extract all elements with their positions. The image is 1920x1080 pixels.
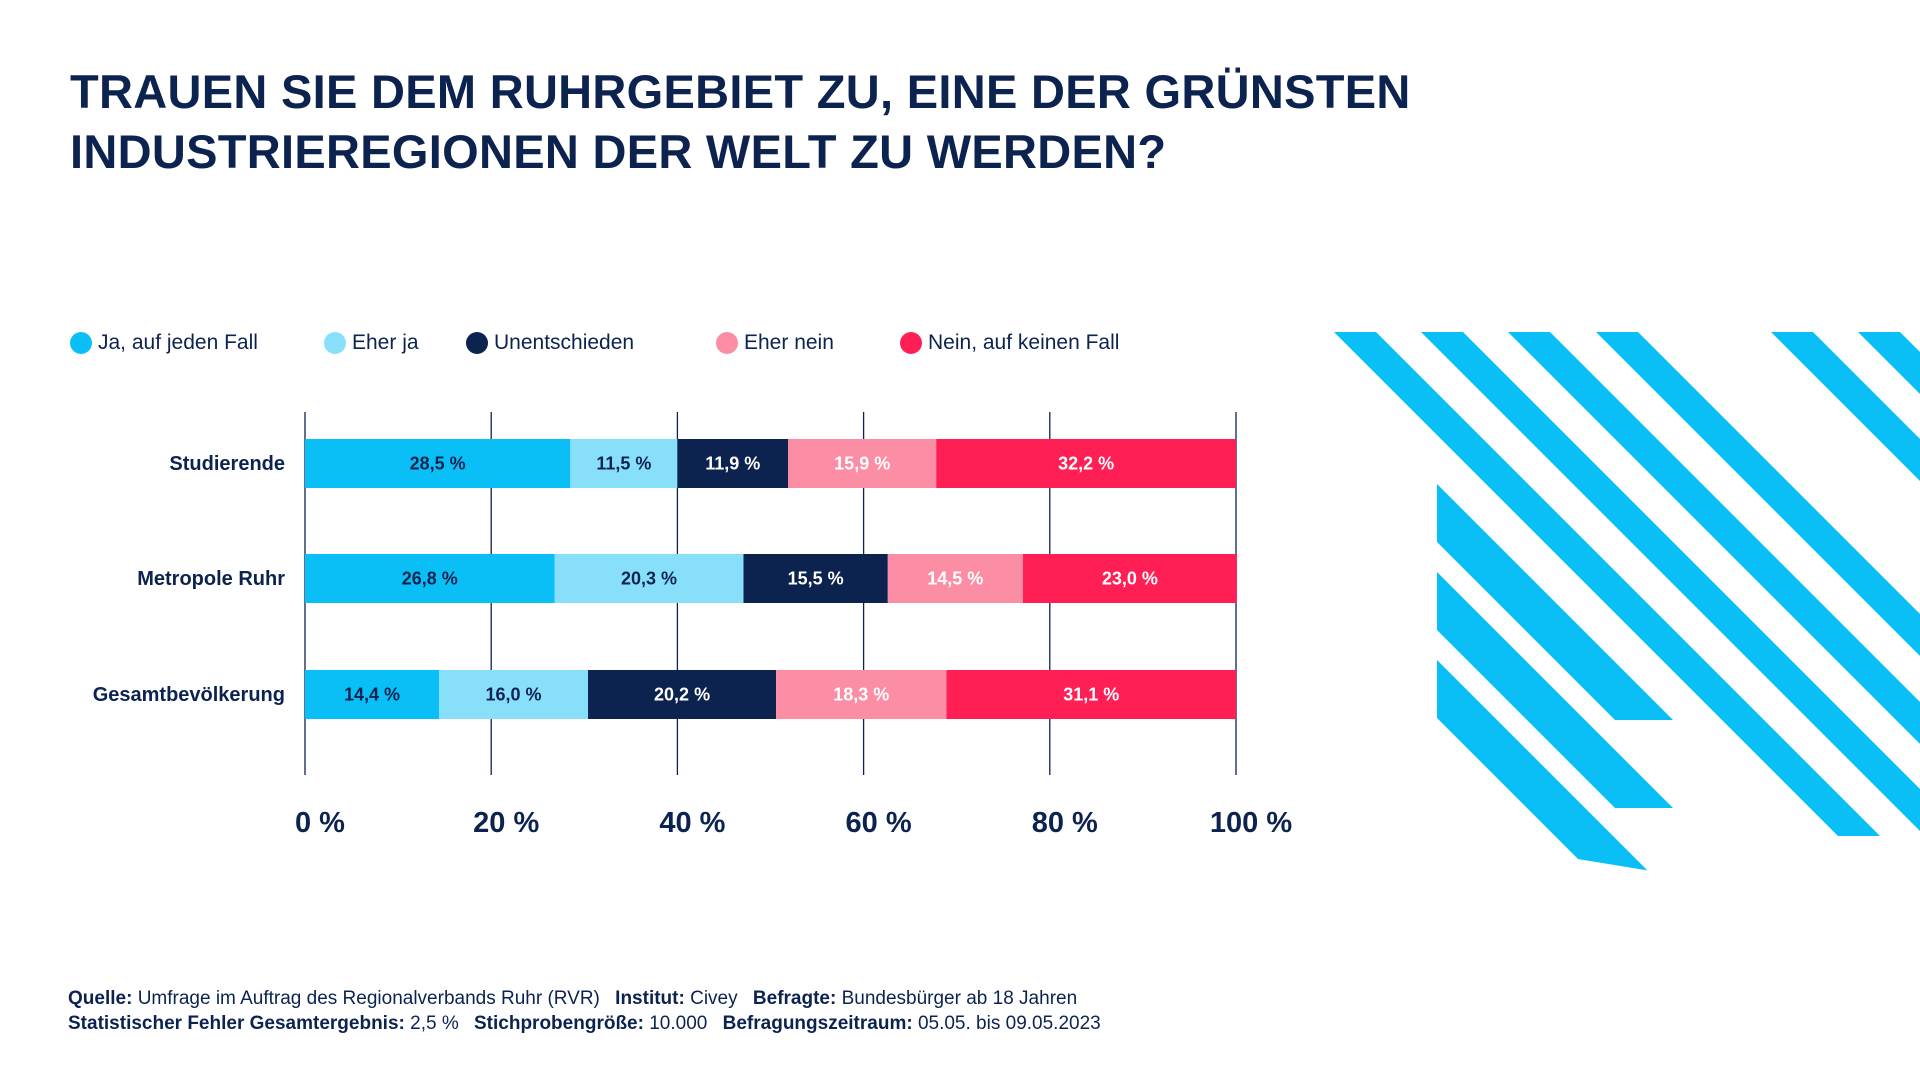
bar-segment-eher-nein [776,670,947,719]
bar-value-label: 14,4 % [344,684,400,704]
x-tick-label: 80 % [1032,807,1098,839]
legend-swatch [324,332,346,354]
x-tick-label: 60 % [846,807,912,839]
stripe-mask [1437,836,1920,1080]
category-label-studierende: Studierende [169,453,285,475]
page-title-line-2: INDUSTRIEREGIONEN DER WELT ZU WERDEN? [70,125,1167,178]
footer-respondents-value: Bundesbürger ab 18 Jahren [841,988,1078,1009]
bar-value-label: 28,5 % [410,453,466,473]
bar-segment-ja-auf-jeden-fall [305,554,555,603]
bar-segment-unentschieden [588,670,777,719]
legend-item-nein-auf-keinen-fall: Nein, auf keinen Fall [900,328,1119,358]
bar-segment-unentschieden [743,554,888,603]
page-title-line-1: TRAUEN SIE DEM RUHRGEBIET ZU, EINE DER G… [70,65,1411,118]
legend-item-unentschieden: Unentschieden [466,328,634,358]
footer-line-2: Statistischer Fehler Gesamtergebnis: 2,5… [68,1011,1468,1036]
legend-label: Eher nein [744,331,834,354]
bar-segment-ja-auf-jeden-fall [305,439,571,488]
stripe-group-lower [1437,484,1673,896]
bar-segment-eher-nein [788,439,937,488]
bar-value-label: 11,9 % [705,453,760,473]
footer-period-value: 05.05. bis 09.05.2023 [917,1013,1101,1034]
bar-segment-ja-auf-jeden-fall [305,670,440,719]
footer-line-1: Quelle: Umfrage im Auftrag des Regionalv… [68,986,1468,1011]
source-footer: Quelle: Umfrage im Auftrag des Regionalv… [68,986,1468,1036]
bar-segment-nein-auf-keinen-fall [936,439,1236,488]
legend-label: Unentschieden [494,331,635,354]
decorative-stripe [1421,332,1920,915]
footer-sample-label: Stichprobengröße: [474,1013,644,1034]
footer-source-value: Umfrage im Auftrag des Regionalverbands … [137,988,600,1009]
chart-legend: Ja, auf jeden Fall Eher ja Unentschieden Eh… [70,328,1170,358]
x-tick-label: 20 % [473,807,539,839]
legend-swatch [716,332,738,354]
bar-value-label: 23,0 % [1102,568,1158,588]
footer-error-value: 2,5 % [410,1013,459,1034]
bar-segment-eher-ja [554,554,744,603]
x-tick-label: 40 % [659,807,725,839]
bar-value-label: 15,9 % [834,453,890,473]
page-title: TRAUEN SIE DEM RUHRGEBIET ZU, EINE DER G… [70,62,1570,182]
decorative-stripe [1596,332,1920,915]
x-tick-label: 0 % [295,807,345,839]
bar-value-label: 11,5 % [596,453,651,473]
bar-value-label: 26,8 % [402,568,458,588]
footer-sample-value: 10.000 [649,1013,708,1034]
bar-segment-eher-nein [887,554,1023,603]
footer-error-label: Statistischer Fehler Gesamtergebnis: [68,1013,405,1034]
bar-value-label: 20,3 % [621,568,677,588]
category-label-metropole-ruhr: Metropole Ruhr [137,568,285,590]
bar-segment-nein-auf-keinen-fall [946,670,1236,719]
decorative-stripe [1437,484,1673,720]
legend-swatch [70,332,92,354]
bar-value-label: 14,5 % [927,568,983,588]
x-tick-label: 100 % [1210,807,1292,839]
footer-source-label: Quelle: [68,988,133,1009]
legend-item-eher-nein: Eher nein [716,328,834,358]
legend-label: Eher ja [352,331,419,354]
footer-institute-value: Civey [690,988,738,1009]
bar-value-label: 31,1 % [1063,684,1119,704]
bar-segment-nein-auf-keinen-fall [1022,554,1237,603]
legend-item-eher-ja: Eher ja [324,328,419,358]
footer-respondents-label: Befragte: [752,988,837,1009]
bar-segment-eher-ja [570,439,678,488]
footer-institute-label: Institut: [615,988,685,1009]
decorative-stripe [1437,660,1673,896]
legend-swatch [466,332,488,354]
bar-segment-eher-ja [439,670,589,719]
bar-value-label: 18,3 % [833,684,889,704]
bar-value-label: 20,2 % [654,684,710,704]
bar-value-label: 15,5 % [788,568,844,588]
legend-label: Ja, auf jeden Fall [98,331,258,354]
legend-item-ja-auf-jeden-fall: Ja, auf jeden Fall [70,328,258,358]
decorative-stripe [1437,572,1673,808]
bar-value-label: 32,2 % [1058,453,1114,473]
bar-segment-unentschieden [677,439,789,488]
legend-label: Nein, auf keinen Fall [928,331,1120,354]
decorative-stripe [1508,332,1920,915]
stacked-bar-chart: 0 % 20 % 40 % 60 % 80 % 100 % Studierende 28,5 … [93,412,1292,839]
legend-swatch [900,332,922,354]
bar-value-label: 16,0 % [486,684,542,704]
footer-period-label: Befragungszeitraum: [722,1013,913,1034]
category-label-gesamtbevoelkerung: Gesamtbevölkerung [93,684,285,706]
